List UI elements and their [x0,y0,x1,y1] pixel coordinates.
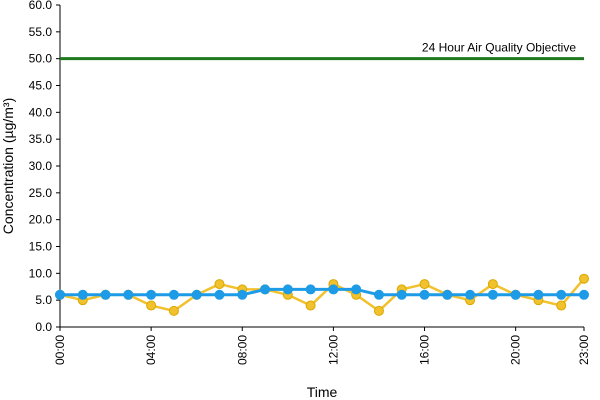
y-axis-ticks: 0.0 5.0 10.0 15.0 20.0 25.0 30.0 35.0 40.0 45.0 50… [29,0,60,334]
y-tick-label: 25.0 [29,186,53,200]
x-axis-ticks: 00:00 04:00 08:00 12:00 16:00 20:00 23:00 [53,327,591,365]
x-tick-label: 12:00 [326,335,340,365]
data-point [510,289,521,300]
x-axis-title: Time [307,384,338,400]
data-point [465,289,476,300]
y-tick-label: 55.0 [29,25,53,39]
data-point [419,289,430,300]
x-tick-label: 16:00 [418,335,432,365]
data-point [305,300,316,311]
x-tick-label: 23:00 [577,335,591,365]
y-tick-label: 40.0 [29,105,53,119]
series-2 [55,284,589,300]
data-point [214,289,225,300]
data-point [487,279,498,290]
data-point [168,305,179,316]
y-tick-label: 20.0 [29,213,53,227]
x-tick-label: 08:00 [235,335,249,365]
y-tick-label: 60.0 [29,0,53,12]
series-group [55,273,589,316]
data-point [100,289,111,300]
data-point [146,289,157,300]
data-point [214,279,225,290]
data-point [123,289,134,300]
data-point [282,284,293,295]
y-tick-label: 10.0 [29,266,53,280]
x-tick-label: 04:00 [144,335,158,365]
data-point [191,289,202,300]
y-tick-label: 35.0 [29,132,53,146]
y-tick-label: 0.0 [35,320,52,334]
data-point [55,289,65,300]
y-axis-title: Concentration (µg/m³) [0,98,16,234]
data-point [556,300,567,311]
x-tick-label: 00:00 [53,335,67,365]
data-point [556,289,567,300]
data-point [168,289,179,300]
data-point [579,273,589,284]
x-tick-label: 20:00 [509,335,523,365]
data-point [237,289,248,300]
data-point [260,284,271,295]
y-tick-label: 45.0 [29,79,53,93]
data-point [419,279,430,290]
y-tick-label: 15.0 [29,240,53,254]
data-point [146,300,157,311]
y-tick-label: 30.0 [29,159,53,173]
data-point [487,289,498,300]
data-point [373,289,384,300]
data-point [77,289,88,300]
data-point [373,305,384,316]
reference-line-group: 24 Hour Air Quality Objective [60,41,584,61]
data-point [328,284,339,295]
data-point [579,289,589,300]
data-point [533,289,544,300]
data-point [351,284,362,295]
y-tick-label: 50.0 [29,52,53,66]
data-point [305,284,316,295]
y-tick-label: 5.0 [35,293,52,307]
reference-line-label: 24 Hour Air Quality Objective [422,41,576,55]
data-point [442,289,453,300]
data-point [396,289,407,300]
